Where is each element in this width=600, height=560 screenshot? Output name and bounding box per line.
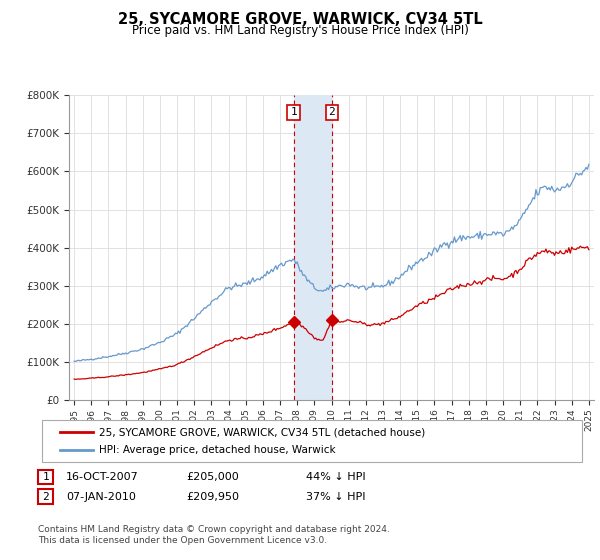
Text: 2: 2 — [42, 492, 49, 502]
Text: 2: 2 — [328, 108, 335, 118]
Text: £209,950: £209,950 — [186, 492, 239, 502]
Text: 16-OCT-2007: 16-OCT-2007 — [66, 472, 139, 482]
Text: £205,000: £205,000 — [186, 472, 239, 482]
Text: 25, SYCAMORE GROVE, WARWICK, CV34 5TL: 25, SYCAMORE GROVE, WARWICK, CV34 5TL — [118, 12, 482, 27]
Text: Price paid vs. HM Land Registry's House Price Index (HPI): Price paid vs. HM Land Registry's House … — [131, 24, 469, 37]
Text: 37% ↓ HPI: 37% ↓ HPI — [306, 492, 365, 502]
Text: HPI: Average price, detached house, Warwick: HPI: Average price, detached house, Warw… — [99, 445, 335, 455]
Text: 44% ↓ HPI: 44% ↓ HPI — [306, 472, 365, 482]
Text: 1: 1 — [290, 108, 297, 118]
Text: 25, SYCAMORE GROVE, WARWICK, CV34 5TL (detached house): 25, SYCAMORE GROVE, WARWICK, CV34 5TL (d… — [99, 427, 425, 437]
Text: 07-JAN-2010: 07-JAN-2010 — [66, 492, 136, 502]
Bar — [293, 95, 332, 400]
Text: Contains HM Land Registry data © Crown copyright and database right 2024.
This d: Contains HM Land Registry data © Crown c… — [38, 525, 389, 545]
Text: 1: 1 — [42, 472, 49, 482]
